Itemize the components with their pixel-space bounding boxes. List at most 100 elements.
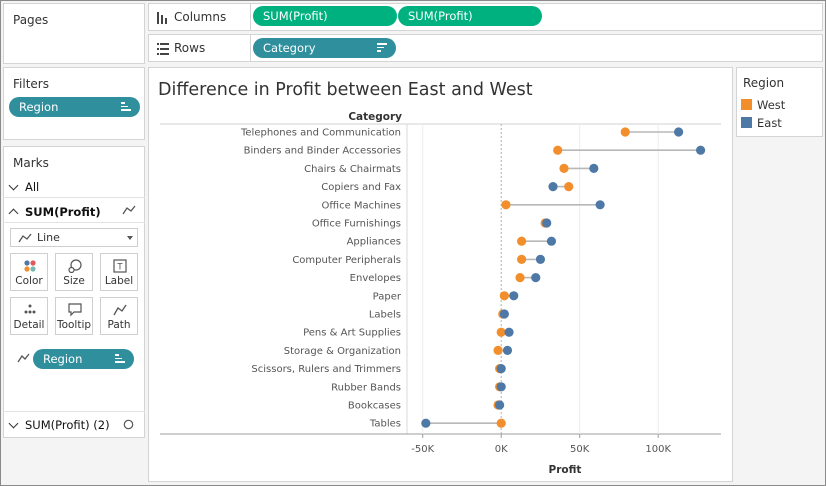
category-label: Envelopes [350,273,401,284]
point-east[interactable] [674,127,684,137]
point-east[interactable] [502,345,513,355]
point-west[interactable] [496,418,506,428]
point-west[interactable] [620,127,630,137]
detail-icon [24,304,36,314]
point-west[interactable] [517,236,527,246]
category-labels: Telephones and Communication Binders and … [240,128,402,430]
point-west[interactable] [493,345,503,355]
point-east[interactable] [509,291,519,301]
pill-menu-icon[interactable] [115,354,125,364]
sort-descending-icon[interactable] [377,43,387,53]
point-east[interactable] [496,364,506,374]
path-encoding-icon [17,353,30,363]
tooltip-button[interactable]: Tooltip [55,297,93,335]
columns-pill-profit-2[interactable]: SUM(Profit) [398,6,542,26]
detail-button[interactable]: Detail [10,297,48,335]
legend-item-east[interactable]: East [741,116,782,130]
chart-panel: Difference in Profit between East and We… [148,67,733,482]
marks-panel[interactable]: Marks [3,146,145,438]
rows-pill-category-label: Category [263,41,316,55]
marks-pill-region-label: Region [43,352,83,366]
point-east[interactable] [535,254,546,264]
line-mark-icon [122,205,136,215]
path-icon [113,304,127,316]
point-east[interactable] [499,309,509,319]
columns-icon [157,12,167,24]
point-west[interactable] [501,200,511,210]
detail-button-label: Detail [13,319,45,331]
category-label: Copiers and Fax [321,182,401,193]
point-west[interactable] [515,273,525,283]
legend-item-west[interactable]: West [741,98,785,112]
rows-divider [148,34,251,62]
point-west[interactable] [553,145,563,155]
data-points [421,127,706,428]
point-east[interactable] [546,236,557,246]
category-label: Binders and Binder Accessories [244,146,401,157]
marks-pill-region[interactable]: Region [33,349,134,369]
x-tick-label: 0K [495,444,508,455]
point-east[interactable] [595,200,605,210]
category-label: Office Machines [322,200,401,211]
filter-menu-icon[interactable] [121,102,131,112]
mark-type-select[interactable]: Line [10,228,138,247]
category-label: Tables [369,419,401,430]
point-west[interactable] [564,182,574,192]
category-label: Storage & Organization [284,346,401,357]
marks-title: Marks [13,156,49,170]
chevron-up-icon [8,208,19,219]
category-label: Paper [373,291,402,302]
point-east[interactable] [421,418,431,428]
point-east[interactable] [589,163,599,173]
path-button[interactable]: Path [100,297,138,335]
x-tick-label: 100K [645,444,671,455]
columns-divider [148,3,251,31]
gridlines [422,124,659,438]
point-east[interactable] [542,218,552,228]
label-icon: T [113,259,127,273]
chart-title: Difference in Profit between East and We… [158,80,533,100]
label-button[interactable]: T Label [100,253,138,291]
size-button[interactable]: Size [55,253,93,291]
legend-panel[interactable]: Region West East [736,67,823,137]
rows-pill-category[interactable]: Category [253,38,396,58]
tooltip-button-label: Tooltip [56,319,92,331]
path-button-label: Path [107,319,131,331]
point-east[interactable] [695,145,706,155]
point-west[interactable] [559,163,569,173]
point-east[interactable] [496,382,506,392]
point-east[interactable] [495,400,505,410]
filter-pill-region[interactable]: Region [9,97,140,117]
x-axis-title: Profit [549,464,582,476]
columns-label: Columns [174,10,227,24]
rows-label: Rows [174,41,206,55]
mark-type-value: Line [37,231,60,244]
tooltip-icon [68,303,82,317]
category-label: Appliances [347,237,401,248]
point-east[interactable] [531,273,541,283]
pages-panel[interactable]: Pages [3,3,145,64]
category-label: Scissors, Rulers and Trimmers [251,364,401,375]
point-west[interactable] [496,327,506,337]
x-tick-label: -50K [411,444,434,455]
x-tick-label: 50K [570,444,590,455]
point-west[interactable] [499,291,509,301]
point-east[interactable] [548,182,558,192]
marks-card-2-label: SUM(Profit) (2) [25,418,110,432]
color-button-label: Color [15,275,43,287]
size-icon [68,259,82,273]
marks-card-profit[interactable]: SUM(Profit) [8,205,101,219]
marks-card-profit-2[interactable]: SUM(Profit) (2) [8,418,110,432]
category-label: Office Furnishings [312,219,401,230]
point-west[interactable] [517,254,527,264]
rows-icon [157,43,169,55]
color-button[interactable]: Color [10,253,48,291]
marks-all-row[interactable]: All [8,180,39,194]
category-label: Telephones and Communication [240,128,401,139]
category-label: Chairs & Chairmats [304,164,401,175]
dumbbell-chart: Difference in Profit between East and We… [158,80,721,476]
columns-pill-profit-1[interactable]: SUM(Profit) [253,6,397,26]
divider [3,411,145,412]
circle-mark-icon [123,419,134,430]
point-east[interactable] [504,327,514,337]
